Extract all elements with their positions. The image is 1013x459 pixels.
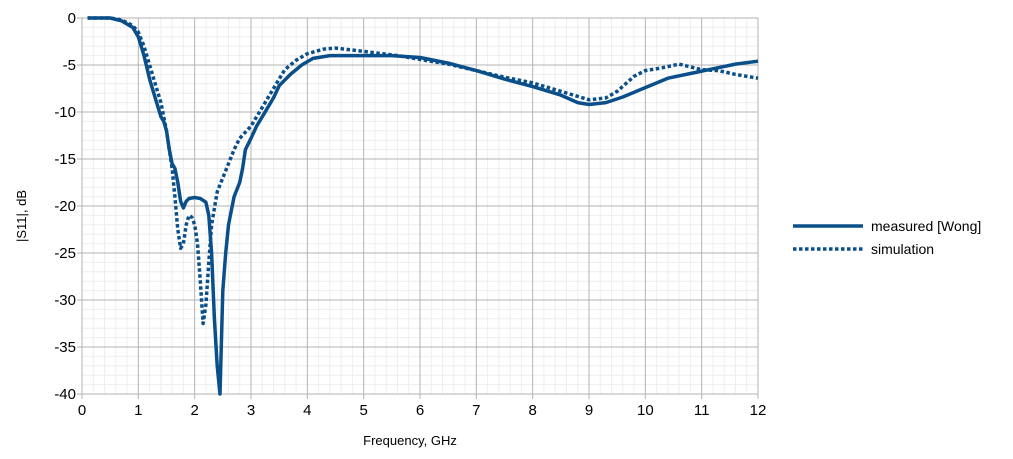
x-tick-label: 3 — [247, 402, 255, 419]
x-axis-title: Frequency, GHz — [363, 433, 457, 448]
x-tick-label: 6 — [416, 402, 424, 419]
x-tick-label: 9 — [585, 402, 593, 419]
x-tick-label: 7 — [472, 402, 480, 419]
plot-border — [81, 17, 759, 395]
y-tick-label: -25 — [54, 245, 76, 262]
x-tick-label: 4 — [303, 402, 311, 419]
y-tick-label: 0 — [68, 10, 76, 27]
y-tick-label: -35 — [54, 339, 76, 356]
legend-label-simulation: simulation — [871, 241, 934, 257]
x-tick-label: 11 — [694, 402, 710, 419]
y-tick-label: -20 — [54, 198, 76, 215]
x-tick-label: 0 — [78, 402, 86, 419]
y-tick-label: -5 — [63, 57, 76, 74]
x-tick-label: 12 — [750, 402, 767, 419]
legend: measured [Wong] simulation — [793, 218, 981, 257]
x-tick-label: 1 — [134, 402, 142, 419]
x-tick-labels: 0 1 2 3 4 5 6 7 8 9 10 11 12 — [78, 402, 767, 419]
y-axis-title: |S11|, dB — [14, 190, 29, 242]
y-tick-label: -15 — [54, 151, 76, 168]
series-line-simulation — [87, 16, 759, 326]
x-tick-label: 2 — [190, 402, 198, 419]
x-tick-label: 10 — [637, 402, 654, 419]
x-tick-label: 8 — [528, 402, 536, 419]
y-tick-label: -10 — [54, 104, 76, 121]
series-layer — [87, 16, 759, 396]
y-tick-label: -30 — [54, 292, 76, 309]
x-tick-label: 5 — [359, 402, 367, 419]
legend-label-measured: measured [Wong] — [871, 218, 981, 234]
y-tick-label: -40 — [54, 386, 76, 403]
y-tick-labels: 0 -5 -10 -15 -20 -25 -30 -35 -40 — [54, 10, 76, 403]
